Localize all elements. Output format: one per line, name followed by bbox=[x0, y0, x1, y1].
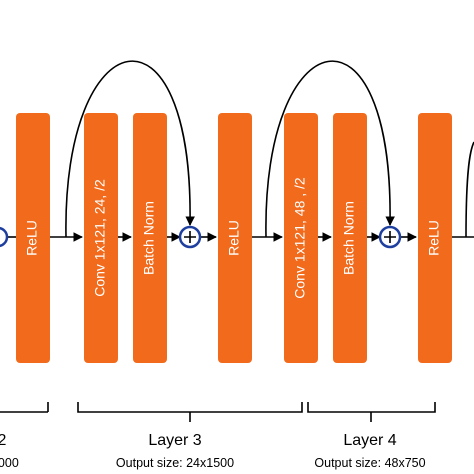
group-labels: 2 tx3000 Layer 3 Output size: 24x1500 Layer … bbox=[0, 432, 426, 470]
block-label: Batch Norm bbox=[141, 201, 157, 275]
block bbox=[84, 113, 118, 363]
block bbox=[133, 113, 167, 363]
layer-blocks: ReLU Conv 1x121, 24, /2 Batch Norm ReLU Conv… bbox=[16, 113, 452, 363]
block bbox=[284, 113, 318, 363]
block-label: Conv 1x121, 24, /2 bbox=[92, 179, 108, 297]
block-label: ReLU bbox=[426, 220, 442, 256]
block bbox=[333, 113, 367, 363]
block bbox=[218, 113, 252, 363]
block bbox=[16, 113, 50, 363]
group-title: Layer 3 bbox=[148, 432, 201, 449]
sum-nodes bbox=[0, 225, 402, 249]
group-output: tx3000 bbox=[0, 456, 19, 470]
block-label: ReLU bbox=[226, 220, 242, 256]
block-label: Conv 1x121, 48 , /2 bbox=[292, 177, 308, 299]
connectors bbox=[8, 60, 474, 242]
block-label: Batch Norm bbox=[341, 201, 357, 275]
block bbox=[418, 113, 452, 363]
group-title: 2 bbox=[0, 432, 7, 449]
group-output: Output size: 24x1500 bbox=[116, 456, 234, 470]
group-output: Output size: 48x750 bbox=[314, 456, 425, 470]
block-label: ReLU bbox=[24, 220, 40, 256]
group-title: Layer 4 bbox=[343, 432, 396, 449]
braces bbox=[0, 402, 436, 422]
